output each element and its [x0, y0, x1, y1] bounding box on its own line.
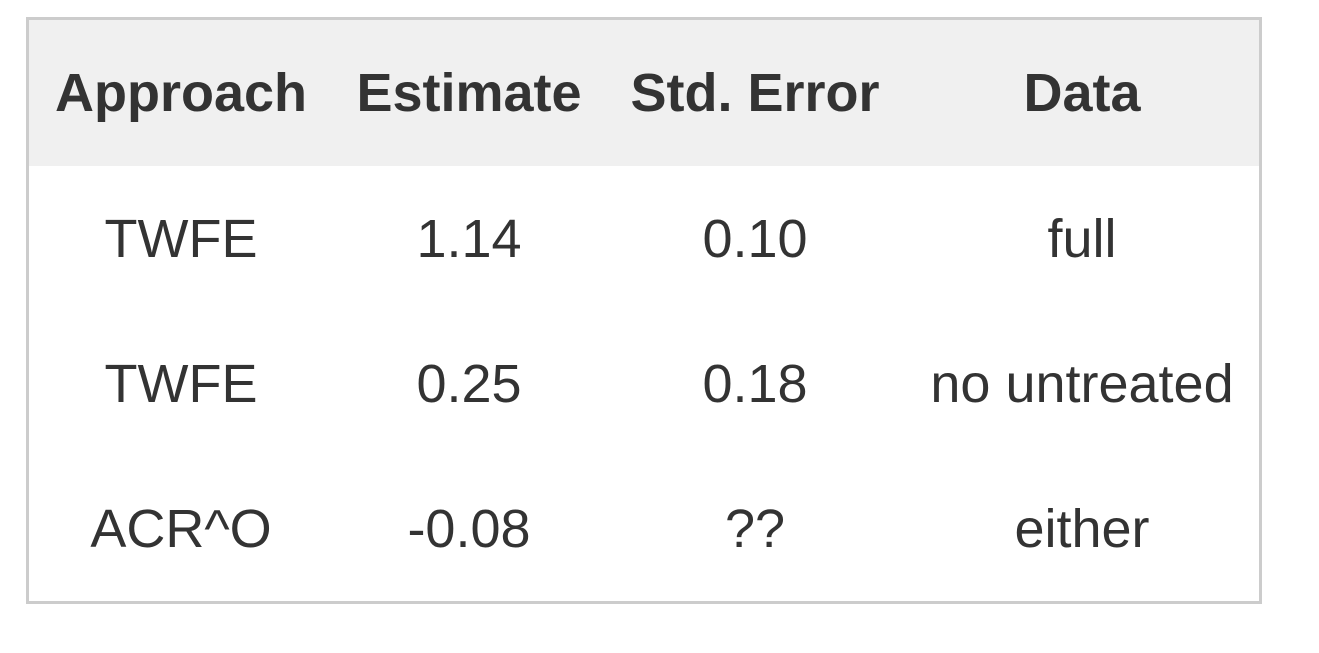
cell-approach: TWFE	[104, 353, 258, 414]
header-estimate: Estimate	[356, 63, 582, 123]
table-row: TWFE 1.14 0.10 full	[29, 166, 1259, 311]
cell-std-error: 0.10	[702, 208, 808, 269]
cell-approach: ACR^O	[90, 498, 272, 559]
cell-estimate: 1.14	[416, 208, 522, 269]
cell-data: either	[1014, 498, 1150, 559]
table-header-row: Approach Estimate Std. Error Data	[29, 20, 1259, 166]
header-std-error: Std. Error	[630, 63, 880, 123]
cell-estimate: 0.25	[416, 353, 522, 414]
cell-data: full	[1047, 208, 1117, 269]
header-data: Data	[1023, 63, 1141, 123]
table-row: TWFE 0.25 0.18 no untreated	[29, 311, 1259, 456]
cell-data: no untreated	[930, 353, 1234, 414]
cell-estimate: -0.08	[407, 498, 531, 559]
estimates-table: Approach Estimate Std. Error Data TWFE 1…	[29, 20, 1259, 601]
table-row: ACR^O -0.08 ?? either	[29, 456, 1259, 601]
cell-approach: TWFE	[104, 208, 258, 269]
cell-std-error: 0.18	[702, 353, 808, 414]
header-approach: Approach	[54, 63, 308, 123]
results-table: Approach Estimate Std. Error Data TWFE 1…	[26, 17, 1262, 604]
cell-std-error: ??	[724, 498, 786, 559]
